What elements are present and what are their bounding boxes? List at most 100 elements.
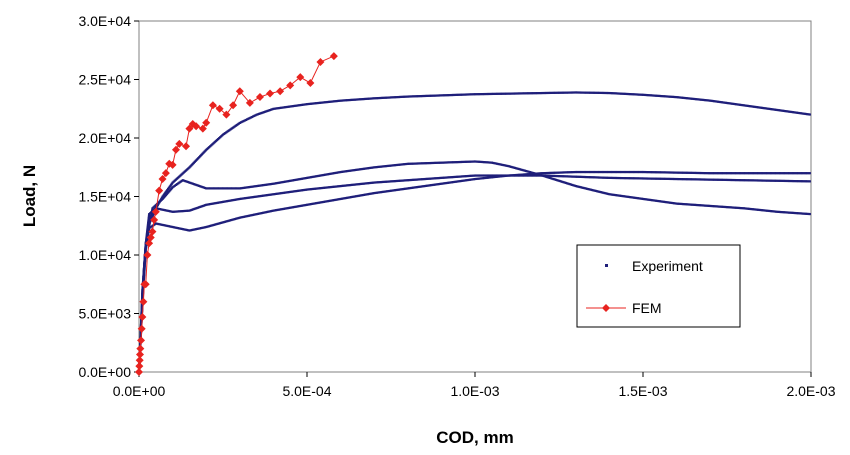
experiment-point xyxy=(582,175,585,179)
experiment-point xyxy=(287,206,291,210)
experiment-point xyxy=(751,172,755,175)
experiment-point xyxy=(651,94,654,97)
experiment-point xyxy=(309,188,313,191)
experiment-point xyxy=(574,91,577,94)
experiment-point xyxy=(418,185,421,188)
experiment-point xyxy=(595,91,598,94)
experiment-point xyxy=(529,174,532,177)
experiment-point xyxy=(728,102,731,105)
experiment-point xyxy=(609,193,612,196)
experiment-point xyxy=(322,101,325,104)
experiment-point xyxy=(277,107,280,110)
experiment-point xyxy=(142,277,146,280)
experiment-point xyxy=(453,175,456,179)
experiment-point xyxy=(171,225,174,229)
experiment-point xyxy=(511,92,514,95)
experiment-point xyxy=(763,172,766,175)
experiment-point xyxy=(706,172,709,175)
experiment-point xyxy=(335,198,338,201)
experiment-point xyxy=(388,164,391,167)
experiment-point xyxy=(303,188,306,192)
experiment-point xyxy=(626,177,629,180)
experiment-point xyxy=(499,163,503,166)
experiment-point xyxy=(663,95,667,98)
experiment-point xyxy=(295,205,298,208)
experiment-point xyxy=(216,201,220,204)
experiment-point xyxy=(388,180,391,183)
experiment-point xyxy=(397,95,400,99)
fem-point xyxy=(141,280,150,289)
experiment-point xyxy=(565,91,568,94)
experiment-point xyxy=(629,170,632,174)
experiment-point xyxy=(378,181,381,184)
experiment-point xyxy=(737,179,740,182)
experiment-point xyxy=(166,209,169,212)
experiment-point xyxy=(485,174,488,177)
experiment-point xyxy=(691,178,694,181)
experiment-point xyxy=(241,186,244,190)
experiment-point xyxy=(488,92,491,96)
experiment-point xyxy=(685,97,689,100)
experiment-point xyxy=(790,110,793,114)
experiment-point xyxy=(330,100,333,103)
experiment-point xyxy=(265,110,268,113)
experiment-point xyxy=(201,226,204,229)
experiment-point xyxy=(729,178,733,182)
experiment-point xyxy=(377,97,380,100)
experiment-point xyxy=(777,172,780,175)
experiment-point xyxy=(194,228,198,231)
experiment-point xyxy=(758,208,761,212)
experiment-point xyxy=(190,228,194,232)
experiment-point xyxy=(614,176,618,180)
experiment-point xyxy=(273,182,276,185)
experiment-point xyxy=(689,171,693,174)
experiment-point xyxy=(766,209,769,212)
experiment-point xyxy=(309,102,313,105)
experiment-point xyxy=(238,121,241,124)
experiment-point xyxy=(225,187,229,190)
experiment-point xyxy=(327,172,331,176)
experiment-point xyxy=(644,170,647,174)
experiment-point xyxy=(284,207,287,210)
experiment-point xyxy=(640,93,643,96)
experiment-point xyxy=(705,178,708,181)
experiment-point xyxy=(142,289,145,292)
experiment-point xyxy=(281,181,284,184)
experiment-point xyxy=(778,172,782,175)
experiment-point xyxy=(740,172,743,175)
experiment-point xyxy=(710,99,713,102)
experiment-point xyxy=(740,103,743,107)
experiment-point xyxy=(745,104,748,107)
experiment-point xyxy=(431,94,434,97)
fem-point xyxy=(175,139,184,148)
experiment-point xyxy=(317,101,320,105)
x-tick-label: 0.0E+00 xyxy=(113,383,166,399)
experiment-point xyxy=(258,212,261,215)
experiment-point xyxy=(459,160,462,164)
experiment-point xyxy=(143,272,146,275)
experiment-point xyxy=(538,174,541,177)
experiment-point xyxy=(534,92,537,95)
experiment-point xyxy=(674,202,677,205)
experiment-point xyxy=(357,98,360,101)
experiment-point xyxy=(316,201,319,205)
experiment-point xyxy=(267,210,270,213)
experiment-point xyxy=(639,197,642,200)
experiment-point xyxy=(281,106,284,109)
experiment-point xyxy=(560,175,563,178)
experiment-point xyxy=(480,93,483,96)
experiment-point xyxy=(700,178,703,181)
experiment-point xyxy=(582,91,585,94)
experiment-point xyxy=(194,183,197,186)
experiment-point xyxy=(393,96,397,99)
experiment-point xyxy=(150,213,153,216)
experiment-point xyxy=(455,161,459,164)
experiment-point xyxy=(343,184,346,187)
experiment-point xyxy=(423,94,426,98)
experiment-point xyxy=(276,107,279,110)
experiment-point xyxy=(289,179,292,182)
experiment-point xyxy=(433,183,437,186)
experiment-point xyxy=(272,182,275,185)
experiment-point xyxy=(713,172,716,175)
experiment-point xyxy=(428,161,431,165)
